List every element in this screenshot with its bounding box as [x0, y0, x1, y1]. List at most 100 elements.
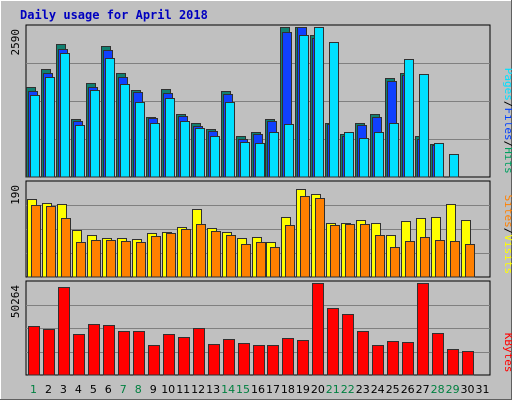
kbytes-bar-kbytes-day-28	[432, 333, 444, 376]
hits-bar-pages-day-16	[255, 143, 265, 178]
hits-bar-pages-day-12	[195, 128, 205, 178]
kbytes-bar-kbytes-day-26	[402, 342, 414, 376]
visits-bar-sites-day-17	[270, 247, 280, 278]
hits-bar-pages-day-18	[284, 124, 294, 178]
day-label-6: 6	[105, 383, 112, 396]
hits-legend-item: Files	[502, 108, 512, 141]
visits-bar-sites-day-25	[390, 247, 400, 278]
visits-bar-sites-day-3	[61, 218, 71, 278]
kbytes-bar-kbytes-day-12	[193, 328, 205, 376]
kbytes-bar-kbytes-day-11	[178, 337, 190, 376]
visits-bar-sites-day-19	[300, 196, 310, 278]
hits-bar-pages-day-4	[75, 125, 85, 178]
kbytes-bar-kbytes-day-19	[297, 340, 309, 376]
kbytes-bar-kbytes-day-7	[118, 331, 130, 376]
kbytes-bar-kbytes-day-15	[238, 343, 250, 376]
day-label-26: 26	[401, 383, 415, 396]
kbytes-bar-kbytes-day-25	[387, 341, 399, 376]
visits-bar-sites-day-4	[76, 242, 86, 278]
hits-bar-pages-day-8	[135, 102, 145, 178]
day-label-8: 8	[135, 383, 142, 396]
day-label-3: 3	[60, 383, 67, 396]
hits-bar-pages-day-7	[120, 84, 130, 178]
hits-legend-item: /	[502, 141, 512, 148]
visits-bar-sites-day-9	[151, 236, 161, 278]
visits-bar-sites-day-21	[330, 225, 340, 278]
hits-bar-pages-day-26	[404, 59, 414, 178]
kbytes-bar-kbytes-day-5	[88, 324, 100, 376]
day-label-11: 11	[176, 383, 190, 396]
hits-bar-pages-day-10	[165, 98, 175, 178]
visits-bar-sites-day-14	[226, 235, 236, 278]
hits-bar-pages-day-19	[299, 35, 309, 178]
visits-legend-item: Sites	[502, 195, 512, 228]
day-label-23: 23	[356, 383, 370, 396]
visits-bar-sites-day-10	[166, 233, 176, 278]
visits-bar-sites-day-27	[420, 237, 430, 278]
visits-bar-sites-day-22	[345, 224, 355, 278]
hits-bar-pages-day-15	[240, 142, 250, 178]
hits-bar-pages-day-11	[180, 121, 190, 178]
kbytes-bar-kbytes-day-22	[342, 314, 354, 376]
day-label-4: 4	[75, 383, 82, 396]
visits-bar-sites-day-1	[31, 205, 41, 278]
chart-title: Daily usage for April 2018	[20, 8, 208, 22]
kbytes-bar-kbytes-day-9	[148, 345, 160, 376]
kbytes-bar-kbytes-day-6	[103, 325, 115, 376]
day-label-12: 12	[191, 383, 205, 396]
visits-ymax-label: 190	[9, 185, 22, 205]
visits-bar-sites-day-2	[46, 206, 56, 278]
day-label-21: 21	[326, 383, 340, 396]
visits-panel: 190 Sites/Visits	[9, 180, 512, 278]
kbytes-bar-kbytes-day-20	[312, 283, 324, 376]
day-label-13: 13	[206, 383, 220, 396]
hits-bar-pages-day-1	[30, 95, 40, 178]
visits-bar-sites-day-8	[136, 242, 146, 278]
plot-layer: 2590Pages/Files/Hits190Sites/Visits50264…	[9, 24, 512, 396]
hits-bar-pages-day-20	[314, 27, 324, 178]
visits-bar-sites-day-6	[106, 240, 116, 278]
kbytes-bar-kbytes-day-14	[223, 339, 235, 376]
hits-bar-pages-day-14	[225, 102, 235, 178]
visits-legend: Sites/Visits	[502, 195, 512, 275]
hits-bar-pages-day-22	[344, 132, 354, 178]
kbytes-bar-kbytes-day-1	[28, 326, 40, 376]
kbytes-bar-kbytes-day-3	[58, 287, 70, 376]
hits-legend: Pages/Files/Hits	[502, 68, 512, 174]
kbytes-legend-item: KBytes	[502, 333, 512, 373]
day-label-22: 22	[341, 383, 355, 396]
day-label-15: 15	[236, 383, 250, 396]
visits-bar-sites-day-28	[435, 240, 445, 278]
kbytes-legend: KBytes	[502, 333, 512, 373]
kbytes-panel: 50264 KBytes	[9, 280, 512, 376]
visits-bar-sites-day-18	[285, 225, 295, 278]
day-label-17: 17	[266, 383, 280, 396]
hits-bar-pages-day-6	[105, 58, 115, 178]
day-label-19: 19	[296, 383, 310, 396]
hits-bar-pages-day-17	[269, 132, 279, 178]
kbytes-bar-kbytes-day-13	[208, 344, 220, 376]
visits-legend-item: Visits	[502, 234, 512, 274]
visits-bar-sites-day-29	[450, 241, 460, 278]
hits-bar-pages-day-25	[389, 123, 399, 178]
day-label-28: 28	[431, 383, 445, 396]
kbytes-bar-kbytes-day-2	[43, 329, 55, 376]
kbytes-bar-kbytes-day-16	[253, 345, 265, 376]
visits-bar-sites-day-15	[241, 244, 251, 278]
day-label-2: 2	[45, 383, 52, 396]
day-label-5: 5	[90, 383, 97, 396]
day-labels: 1 2 3 4 5 6 7 8 9 10 11 12 13 14 15 16 17 18 19 20 21 22 23 24 2…	[30, 383, 490, 396]
hits-ymax-label: 2590	[9, 29, 22, 56]
kbytes-bar-kbytes-day-18	[282, 338, 294, 376]
day-label-29: 29	[446, 383, 460, 396]
day-label-14: 14	[221, 383, 235, 396]
day-label-10: 10	[161, 383, 175, 396]
day-label-30: 30	[461, 383, 475, 396]
kbytes-bar-kbytes-day-8	[133, 331, 145, 376]
hits-bar-pages-day-29	[449, 154, 459, 178]
visits-legend-item: /	[502, 228, 512, 235]
day-label-25: 25	[386, 383, 400, 396]
day-label-9: 9	[150, 383, 157, 396]
kbytes-bar-kbytes-day-30	[462, 351, 474, 376]
